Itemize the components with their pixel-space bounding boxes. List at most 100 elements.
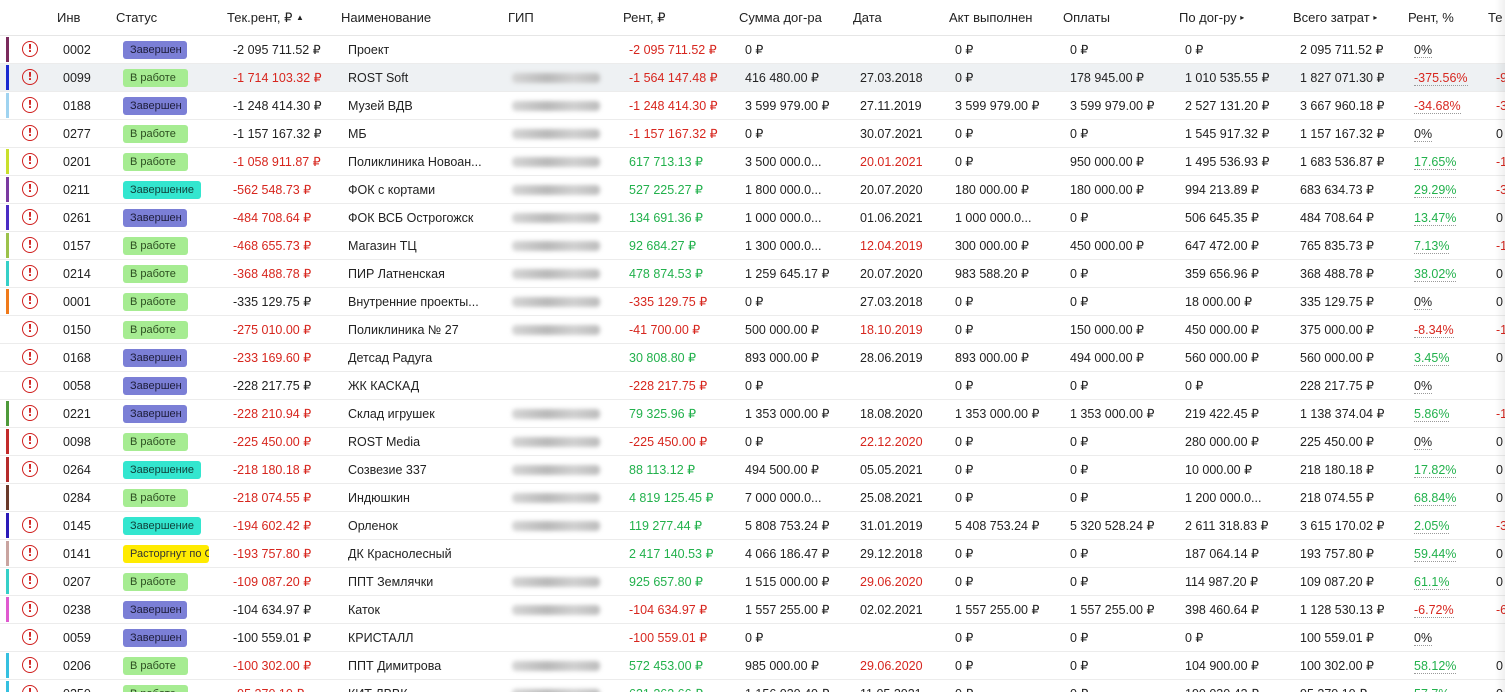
status-badge[interactable]: В работе bbox=[123, 433, 188, 451]
col-date-header[interactable]: Дата bbox=[853, 10, 882, 25]
table-row[interactable]: ! 0250 В работе -95 270.10 ₽ КИТ ЛВВК 621 263… bbox=[0, 680, 1505, 692]
cell-status[interactable]: Завершен bbox=[123, 36, 187, 64]
cell-name[interactable]: Внутренние проекты... bbox=[348, 295, 479, 309]
cell-status[interactable]: В работе bbox=[123, 484, 188, 512]
table-row[interactable]: ! 0264 Завершение -218 180.18 ₽ Созвезие 337… bbox=[0, 456, 1505, 484]
status-badge[interactable]: В работе bbox=[123, 237, 188, 255]
status-badge[interactable]: Завершен bbox=[123, 209, 187, 227]
cell-status[interactable]: В работе bbox=[123, 680, 188, 692]
status-badge[interactable]: В работе bbox=[123, 293, 188, 311]
cell-status[interactable]: В работе bbox=[123, 568, 188, 596]
cell-status[interactable]: Завершен bbox=[123, 204, 187, 232]
col-rent-pct-header[interactable]: Рент, % bbox=[1408, 10, 1454, 25]
table-row[interactable]: ! 0211 Завершение -562 548.73 ₽ ФОК с кортам… bbox=[0, 176, 1505, 204]
alert-icon[interactable]: ! bbox=[22, 545, 38, 561]
status-badge[interactable]: Расторгнут по С bbox=[123, 545, 209, 563]
table-row[interactable]: ! 0201 В работе -1 058 911.87 ₽ Поликлиника … bbox=[0, 148, 1505, 176]
cell-status[interactable]: В работе bbox=[123, 260, 188, 288]
cell-name[interactable]: ФОК ВСБ Острогожск bbox=[348, 211, 474, 225]
table-row[interactable]: ! 0002 Завершен -2 095 711.52 ₽ Проект -2 095… bbox=[0, 36, 1505, 64]
cell-name[interactable]: Поликлиника Новоан... bbox=[348, 155, 482, 169]
cell-status[interactable]: Завершение bbox=[123, 456, 201, 484]
col-act-header[interactable]: Акт выполнен bbox=[949, 10, 1033, 25]
col-status-header[interactable]: Статус bbox=[116, 10, 158, 25]
status-badge[interactable]: Завершен bbox=[123, 629, 187, 647]
table-row[interactable]: ! 0001 В работе -335 129.75 ₽ Внутренние про… bbox=[0, 288, 1505, 316]
table-row[interactable]: ! 0168 Завершен -233 169.60 ₽ Детсад Радуга 3… bbox=[0, 344, 1505, 372]
alert-icon[interactable]: ! bbox=[22, 657, 38, 673]
cell-name[interactable]: ФОК с кортами bbox=[348, 183, 436, 197]
alert-icon[interactable]: ! bbox=[22, 321, 38, 337]
table-row[interactable]: ! 0157 В работе -468 655.73 ₽ Магазин ТЦ 92 6… bbox=[0, 232, 1505, 260]
col-inv-header[interactable]: Инв bbox=[57, 10, 81, 25]
cell-status[interactable]: В работе bbox=[123, 64, 188, 92]
cell-name[interactable]: МБ bbox=[348, 127, 367, 141]
cell-status[interactable]: В работе bbox=[123, 428, 188, 456]
col-by-contract-header[interactable]: По дог-ру ▸ bbox=[1179, 0, 1244, 36]
alert-icon[interactable]: ! bbox=[22, 237, 38, 253]
table-row[interactable]: ! 0188 Завершен -1 248 414.30 ₽ Музей ВДВ -1 … bbox=[0, 92, 1505, 120]
alert-icon[interactable]: ! bbox=[22, 181, 38, 197]
alert-icon[interactable]: ! bbox=[22, 97, 38, 113]
table-row[interactable]: 0284 В работе -218 074.55 ₽ Индюшкин 4 819 1… bbox=[0, 484, 1505, 512]
table-row[interactable]: ! 0141 Расторгнут по С -193 757.80 ₽ ДК Крас… bbox=[0, 540, 1505, 568]
cell-name[interactable]: Склад игрушек bbox=[348, 407, 435, 421]
cell-name[interactable]: Созвезие 337 bbox=[348, 463, 427, 477]
alert-icon[interactable]: ! bbox=[22, 293, 38, 309]
cell-status[interactable]: В работе bbox=[123, 288, 188, 316]
alert-icon[interactable]: ! bbox=[22, 573, 38, 589]
cell-name[interactable]: ROST Media bbox=[348, 435, 421, 449]
status-badge[interactable]: В работе bbox=[123, 573, 188, 591]
cell-name[interactable]: Поликлиника № 27 bbox=[348, 323, 459, 337]
table-row[interactable]: ! 0214 В работе -368 488.78 ₽ ПИР Латненская… bbox=[0, 260, 1505, 288]
alert-icon[interactable]: ! bbox=[22, 601, 38, 617]
alert-icon[interactable]: ! bbox=[22, 349, 38, 365]
status-badge[interactable]: В работе bbox=[123, 489, 188, 507]
status-badge[interactable]: Завершен bbox=[123, 405, 187, 423]
alert-icon[interactable]: ! bbox=[22, 209, 38, 225]
cell-status[interactable]: Расторгнут по С bbox=[123, 540, 209, 568]
cell-name[interactable]: КИТ ЛВВК bbox=[348, 680, 498, 692]
status-badge[interactable]: Завершен bbox=[123, 377, 187, 395]
alert-icon[interactable]: ! bbox=[22, 69, 38, 85]
cell-name[interactable]: Орленок bbox=[348, 519, 398, 533]
table-row[interactable]: ! 0059 Завершен -100 559.01 ₽ КРИСТАЛЛ -100 5… bbox=[0, 624, 1505, 652]
status-badge[interactable]: Завершен bbox=[123, 601, 187, 619]
cell-name[interactable]: Детсад Радуга bbox=[348, 351, 433, 365]
col-contract-sum-header[interactable]: Сумма дог-ра bbox=[739, 10, 822, 25]
cell-status[interactable]: В работе bbox=[123, 316, 188, 344]
cell-status[interactable]: В работе bbox=[123, 120, 188, 148]
alert-icon[interactable]: ! bbox=[22, 685, 38, 692]
col-payments-header[interactable]: Оплаты bbox=[1063, 10, 1110, 25]
table-row[interactable]: ! 0238 Завершен -104 634.97 ₽ Каток -104 634.… bbox=[0, 596, 1505, 624]
status-badge[interactable]: Завершен bbox=[123, 349, 187, 367]
col-gip-header[interactable]: ГИП bbox=[508, 10, 534, 25]
cell-name[interactable]: Индюшкин bbox=[348, 491, 410, 505]
alert-icon[interactable]: ! bbox=[22, 125, 38, 141]
status-badge[interactable]: Завершение bbox=[123, 181, 201, 199]
alert-icon[interactable]: ! bbox=[22, 265, 38, 281]
cell-status[interactable]: Завершен bbox=[123, 400, 187, 428]
cell-status[interactable]: В работе bbox=[123, 652, 188, 680]
status-badge[interactable]: Завершение bbox=[123, 461, 201, 479]
col-total-costs-header[interactable]: Всего затрат ▸ bbox=[1293, 0, 1377, 36]
table-row[interactable]: ! 0150 В работе -275 010.00 ₽ Поликлиника № … bbox=[0, 316, 1505, 344]
cell-name[interactable]: ROST Soft bbox=[348, 71, 409, 85]
alert-icon[interactable]: ! bbox=[22, 461, 38, 477]
cell-name[interactable]: ППТ Димитрова bbox=[348, 659, 442, 673]
table-row[interactable]: ! 0206 В работе -100 302.00 ₽ ППТ Димитрова 5… bbox=[0, 652, 1505, 680]
status-badge[interactable]: В работе bbox=[123, 321, 188, 339]
status-badge[interactable]: Завершен bbox=[123, 97, 187, 115]
cell-name[interactable]: ЖК КАСКАД bbox=[348, 379, 420, 393]
table-row[interactable]: ! 0098 В работе -225 450.00 ₽ ROST Media -225… bbox=[0, 428, 1505, 456]
status-badge[interactable]: В работе bbox=[123, 685, 188, 692]
status-badge[interactable]: В работе bbox=[123, 265, 188, 283]
status-badge[interactable]: Завершен bbox=[123, 41, 187, 59]
status-badge[interactable]: В работе bbox=[123, 69, 188, 87]
col-rent-header[interactable]: Рент, ₽ bbox=[623, 10, 666, 25]
cell-status[interactable]: Завершен bbox=[123, 596, 187, 624]
alert-icon[interactable]: ! bbox=[22, 517, 38, 533]
alert-icon[interactable]: ! bbox=[22, 377, 38, 393]
table-row[interactable]: ! 0058 Завершен -228 217.75 ₽ ЖК КАСКАД -228 … bbox=[0, 372, 1505, 400]
table-row[interactable]: ! 0277 В работе -1 157 167.32 ₽ МБ -1 157 167… bbox=[0, 120, 1505, 148]
